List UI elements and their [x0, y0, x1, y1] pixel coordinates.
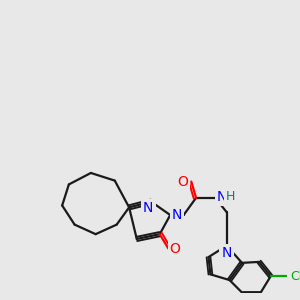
- Text: H: H: [226, 190, 235, 203]
- Text: N: N: [172, 208, 182, 222]
- Text: N: N: [221, 246, 232, 260]
- Text: O: O: [169, 242, 181, 256]
- Text: N: N: [143, 201, 153, 215]
- Text: Cl: Cl: [290, 270, 300, 283]
- Text: N: N: [217, 190, 227, 204]
- Text: O: O: [177, 175, 188, 189]
